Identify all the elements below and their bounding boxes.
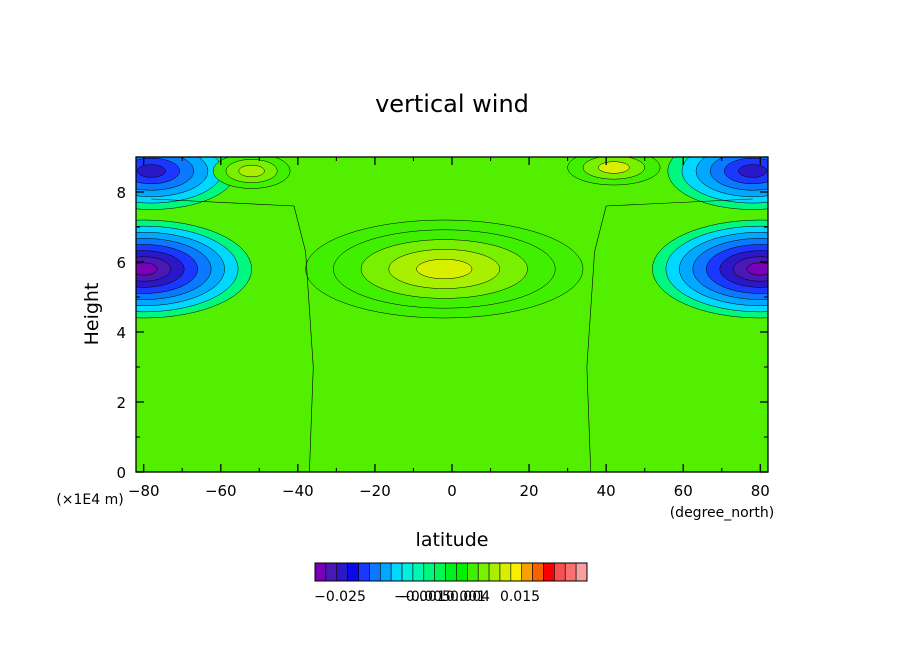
colorbar-swatch	[347, 562, 359, 582]
colorbar-label: 0.015	[500, 589, 540, 605]
chart-title: vertical wind	[375, 90, 529, 118]
plot-area	[136, 157, 768, 472]
colorbar-swatch	[554, 562, 566, 582]
colorbar-swatch	[543, 562, 555, 582]
contour-band	[238, 164, 265, 178]
y-tick-label: 6	[116, 254, 126, 272]
y-axis: 0 2 4 6 8	[116, 156, 768, 482]
x-tick-label: 60	[674, 482, 693, 500]
colorbar-frame	[314, 562, 588, 582]
contour-band	[746, 262, 768, 276]
y-tick-label: 8	[116, 184, 126, 202]
colorbar-swatch	[456, 562, 468, 582]
colorbar-swatch	[358, 562, 370, 582]
contour-band	[738, 164, 767, 178]
contour-band	[137, 164, 166, 178]
colorbar-swatch	[477, 562, 490, 582]
colorbar-swatch	[336, 562, 348, 582]
x-tick-label: −40	[282, 482, 314, 500]
x-axis: −80 −60 −40 −20 0 20 40 60 80	[128, 157, 770, 500]
y-axis-label: Height	[81, 283, 103, 346]
x-tick-label: −20	[359, 482, 391, 500]
contour-line	[151, 198, 314, 472]
colorbar-swatch	[325, 562, 338, 582]
colorbar-label: −0.0010.001	[394, 589, 486, 605]
colorbar: −0.025 −0.005−0.0010.0010.004 0.015	[314, 562, 588, 605]
x-tick-label: 40	[597, 482, 616, 500]
colorbar-swatch	[379, 562, 392, 582]
colorbar-swatch	[401, 562, 414, 582]
x-axis-unit: (degree_north)	[670, 505, 775, 521]
contour-line	[586, 198, 753, 472]
colorbar-swatch	[467, 562, 479, 582]
colorbar-label: 0.004	[450, 589, 490, 605]
colorbar-swatch	[510, 562, 523, 582]
y-tick-label: 4	[116, 324, 126, 342]
colorbar-label: −0.005	[399, 589, 451, 605]
colorbar-swatch	[564, 562, 577, 582]
x-tick-label: 80	[751, 482, 770, 500]
contour-layer	[136, 157, 768, 472]
x-tick-label: 0	[447, 482, 457, 500]
x-tick-label: 20	[520, 482, 539, 500]
colorbar-swatch	[521, 562, 533, 582]
x-tick-label: −60	[205, 482, 237, 500]
contour-band	[416, 258, 473, 280]
y-axis-unit: (×1E4 m)	[56, 492, 123, 508]
colorbar-swatch	[434, 562, 446, 582]
colorbar-swatch	[314, 562, 327, 582]
colorbar-swatch	[390, 562, 403, 582]
colorbar-swatch	[499, 562, 512, 582]
contour-band	[598, 161, 630, 174]
colorbar-swatch	[412, 562, 425, 582]
colorbar-label: −0.025	[314, 589, 366, 605]
colorbar-swatch	[488, 562, 501, 582]
colorbar-swatch	[423, 562, 435, 582]
colorbar-swatch	[575, 562, 588, 582]
colorbar-swatch	[369, 562, 381, 582]
y-tick-label: 0	[116, 464, 126, 482]
colorbar-swatch	[445, 562, 457, 582]
contour-band	[136, 262, 158, 276]
colorbar-swatch	[532, 562, 544, 582]
x-axis-label: latitude	[416, 529, 489, 551]
x-tick-label: −80	[128, 482, 160, 500]
y-tick-label: 2	[116, 394, 126, 412]
